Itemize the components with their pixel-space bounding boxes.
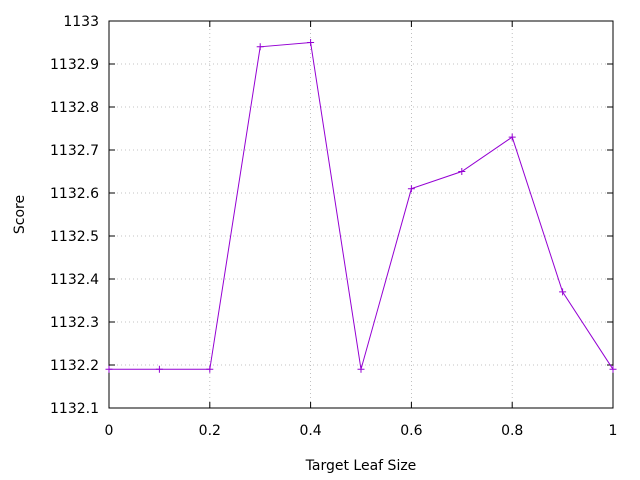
y-tick-label: 1132.3 <box>50 315 99 331</box>
data-point-marker <box>307 39 315 46</box>
x-tick-label: 0.6 <box>400 423 422 439</box>
y-tick-label: 1132.1 <box>50 401 99 417</box>
x-axis-title: Target Leaf Size <box>305 458 417 474</box>
x-tick-label: 0.4 <box>299 423 321 439</box>
y-tick-label: 1132.8 <box>50 100 99 116</box>
grid-lines <box>109 21 613 408</box>
plot-frame <box>108 20 614 409</box>
y-tick-label: 1133 <box>63 14 99 30</box>
data-point-marker <box>407 185 415 193</box>
x-tick-label: 1 <box>609 423 618 439</box>
x-tick-label: 0.8 <box>501 423 523 439</box>
x-tick-labels: 0 0.2 0.4 0.6 0.8 1 <box>105 423 618 439</box>
data-point-marker <box>206 365 214 373</box>
y-tick-label: 1132.4 <box>50 272 99 288</box>
data-point-marker <box>256 43 264 51</box>
data-point-marker <box>155 365 163 373</box>
data-point-marker <box>357 365 365 373</box>
y-axis-title: Score <box>12 195 28 234</box>
y-tick-label: 1132.2 <box>50 358 99 374</box>
x-tick-label: 0.2 <box>199 423 221 439</box>
y-tick-label: 1132.7 <box>50 143 99 159</box>
data-point-marker <box>609 365 617 373</box>
y-tick-label: 1132.6 <box>50 186 99 202</box>
series-layer <box>105 39 617 373</box>
x-tick-label: 0 <box>105 423 114 439</box>
y-tick-labels: 1132.1 1132.2 1132.3 1132.4 1132.5 1132.6 1132… <box>50 14 99 417</box>
y-tick-label: 1132.9 <box>50 57 99 73</box>
data-point-marker <box>105 365 113 373</box>
data-point-marker <box>458 168 466 175</box>
data-point-marker <box>559 288 567 296</box>
y-tick-label: 1132.5 <box>50 229 99 245</box>
data-point-marker <box>508 133 516 141</box>
